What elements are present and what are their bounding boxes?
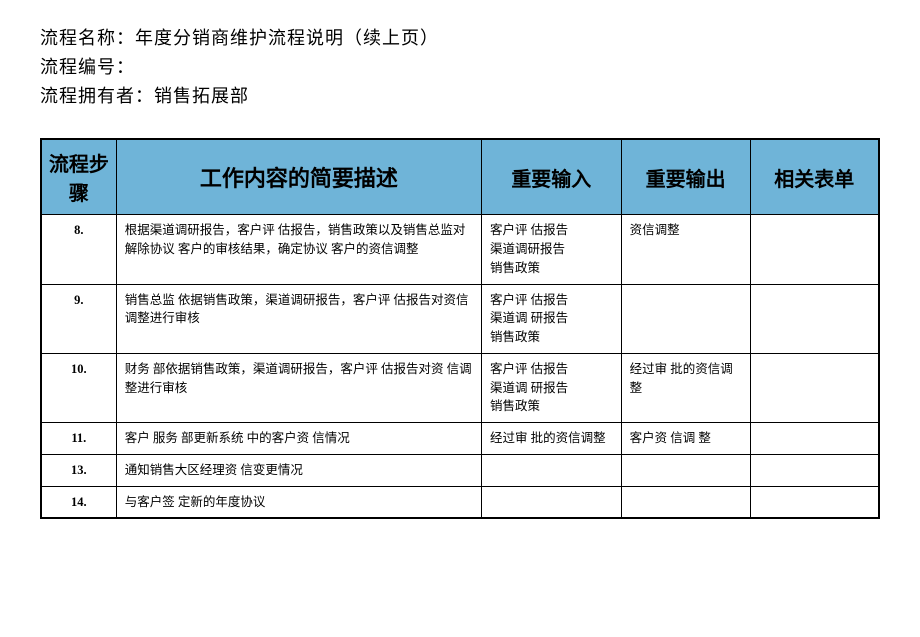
input-line: 客户评 估报告 bbox=[490, 360, 613, 379]
cell-step: 11. bbox=[41, 423, 116, 455]
cell-step: 8. bbox=[41, 215, 116, 284]
process-number-line: 流程编号： bbox=[40, 53, 880, 82]
cell-input: 客户评 估报告渠道调 研报告销售政策 bbox=[481, 353, 621, 422]
cell-input: 客户评 估报告渠道调 研报告销售政策 bbox=[481, 284, 621, 353]
input-line: 客户评 估报告 bbox=[490, 221, 613, 240]
table-row: 11.客户 服务 部更新系统 中的客户资 信情况经过审 批的资信调整客户资 信调… bbox=[41, 423, 879, 455]
cell-form bbox=[750, 353, 879, 422]
process-owner-value: 销售拓展部 bbox=[154, 86, 249, 106]
cell-desc: 通知销售大区经理资 信变更情况 bbox=[116, 454, 481, 486]
table-row: 8.根据渠道调研报告，客户评 估报告，销售政策以及销售总监对解除协议 客户的审核… bbox=[41, 215, 879, 284]
input-line: 渠道调 研报告 bbox=[490, 379, 613, 398]
input-line: 渠道调 研报告 bbox=[490, 309, 613, 328]
input-line: 销售政策 bbox=[490, 397, 613, 416]
col-header-desc: 工作内容的简要描述 bbox=[116, 139, 481, 215]
table-row: 10.财务 部依据销售政策，渠道调研报告，客户评 估报告对资 信调整进行审核客户… bbox=[41, 353, 879, 422]
input-line: 渠道调研报告 bbox=[490, 240, 613, 259]
table-header-row: 流程步骤 工作内容的简要描述 重要输入 重要输出 相关表单 bbox=[41, 139, 879, 215]
cell-desc: 客户 服务 部更新系统 中的客户资 信情况 bbox=[116, 423, 481, 455]
process-name-value: 年度分销商维护流程说明（续上页） bbox=[135, 28, 439, 48]
col-header-form: 相关表单 bbox=[750, 139, 879, 215]
process-name-line: 流程名称：年度分销商维护流程说明（续上页） bbox=[40, 24, 880, 53]
cell-form bbox=[750, 454, 879, 486]
process-owner-line: 流程拥有者：销售拓展部 bbox=[40, 82, 880, 111]
cell-input bbox=[481, 486, 621, 518]
cell-desc: 根据渠道调研报告，客户评 估报告，销售政策以及销售总监对解除协议 客户的审核结果… bbox=[116, 215, 481, 284]
cell-desc: 与客户签 定新的年度协议 bbox=[116, 486, 481, 518]
cell-step: 10. bbox=[41, 353, 116, 422]
cell-form bbox=[750, 486, 879, 518]
document-header: 流程名称：年度分销商维护流程说明（续上页） 流程编号： 流程拥有者：销售拓展部 bbox=[40, 24, 880, 110]
cell-input: 经过审 批的资信调整 bbox=[481, 423, 621, 455]
process-owner-label: 流程拥有者： bbox=[40, 86, 154, 106]
col-header-output: 重要输出 bbox=[621, 139, 750, 215]
input-line: 客户评 估报告 bbox=[490, 291, 613, 310]
cell-form bbox=[750, 284, 879, 353]
cell-form bbox=[750, 215, 879, 284]
cell-input: 客户评 估报告渠道调研报告销售政策 bbox=[481, 215, 621, 284]
cell-output: 经过审 批的资信调整 bbox=[621, 353, 750, 422]
cell-step: 13. bbox=[41, 454, 116, 486]
cell-desc: 销售总监 依据销售政策，渠道调研报告，客户评 估报告对资信调整进行审核 bbox=[116, 284, 481, 353]
input-line: 销售政策 bbox=[490, 328, 613, 347]
cell-desc: 财务 部依据销售政策，渠道调研报告，客户评 估报告对资 信调整进行审核 bbox=[116, 353, 481, 422]
cell-output: 客户资 信调 整 bbox=[621, 423, 750, 455]
col-header-step: 流程步骤 bbox=[41, 139, 116, 215]
input-line: 销售政策 bbox=[490, 259, 613, 278]
cell-input bbox=[481, 454, 621, 486]
process-number-label: 流程编号： bbox=[40, 57, 135, 77]
table-row: 14.与客户签 定新的年度协议 bbox=[41, 486, 879, 518]
table-row: 13.通知销售大区经理资 信变更情况 bbox=[41, 454, 879, 486]
col-header-input: 重要输入 bbox=[481, 139, 621, 215]
cell-output: 资信调整 bbox=[621, 215, 750, 284]
cell-output bbox=[621, 454, 750, 486]
cell-step: 9. bbox=[41, 284, 116, 353]
input-line: 经过审 批的资信调整 bbox=[490, 429, 613, 448]
table-body: 8.根据渠道调研报告，客户评 估报告，销售政策以及销售总监对解除协议 客户的审核… bbox=[41, 215, 879, 519]
table-row: 9.销售总监 依据销售政策，渠道调研报告，客户评 估报告对资信调整进行审核客户评… bbox=[41, 284, 879, 353]
process-name-label: 流程名称： bbox=[40, 28, 135, 48]
cell-output bbox=[621, 284, 750, 353]
cell-output bbox=[621, 486, 750, 518]
cell-step: 14. bbox=[41, 486, 116, 518]
cell-form bbox=[750, 423, 879, 455]
process-table: 流程步骤 工作内容的简要描述 重要输入 重要输出 相关表单 8.根据渠道调研报告… bbox=[40, 138, 880, 519]
